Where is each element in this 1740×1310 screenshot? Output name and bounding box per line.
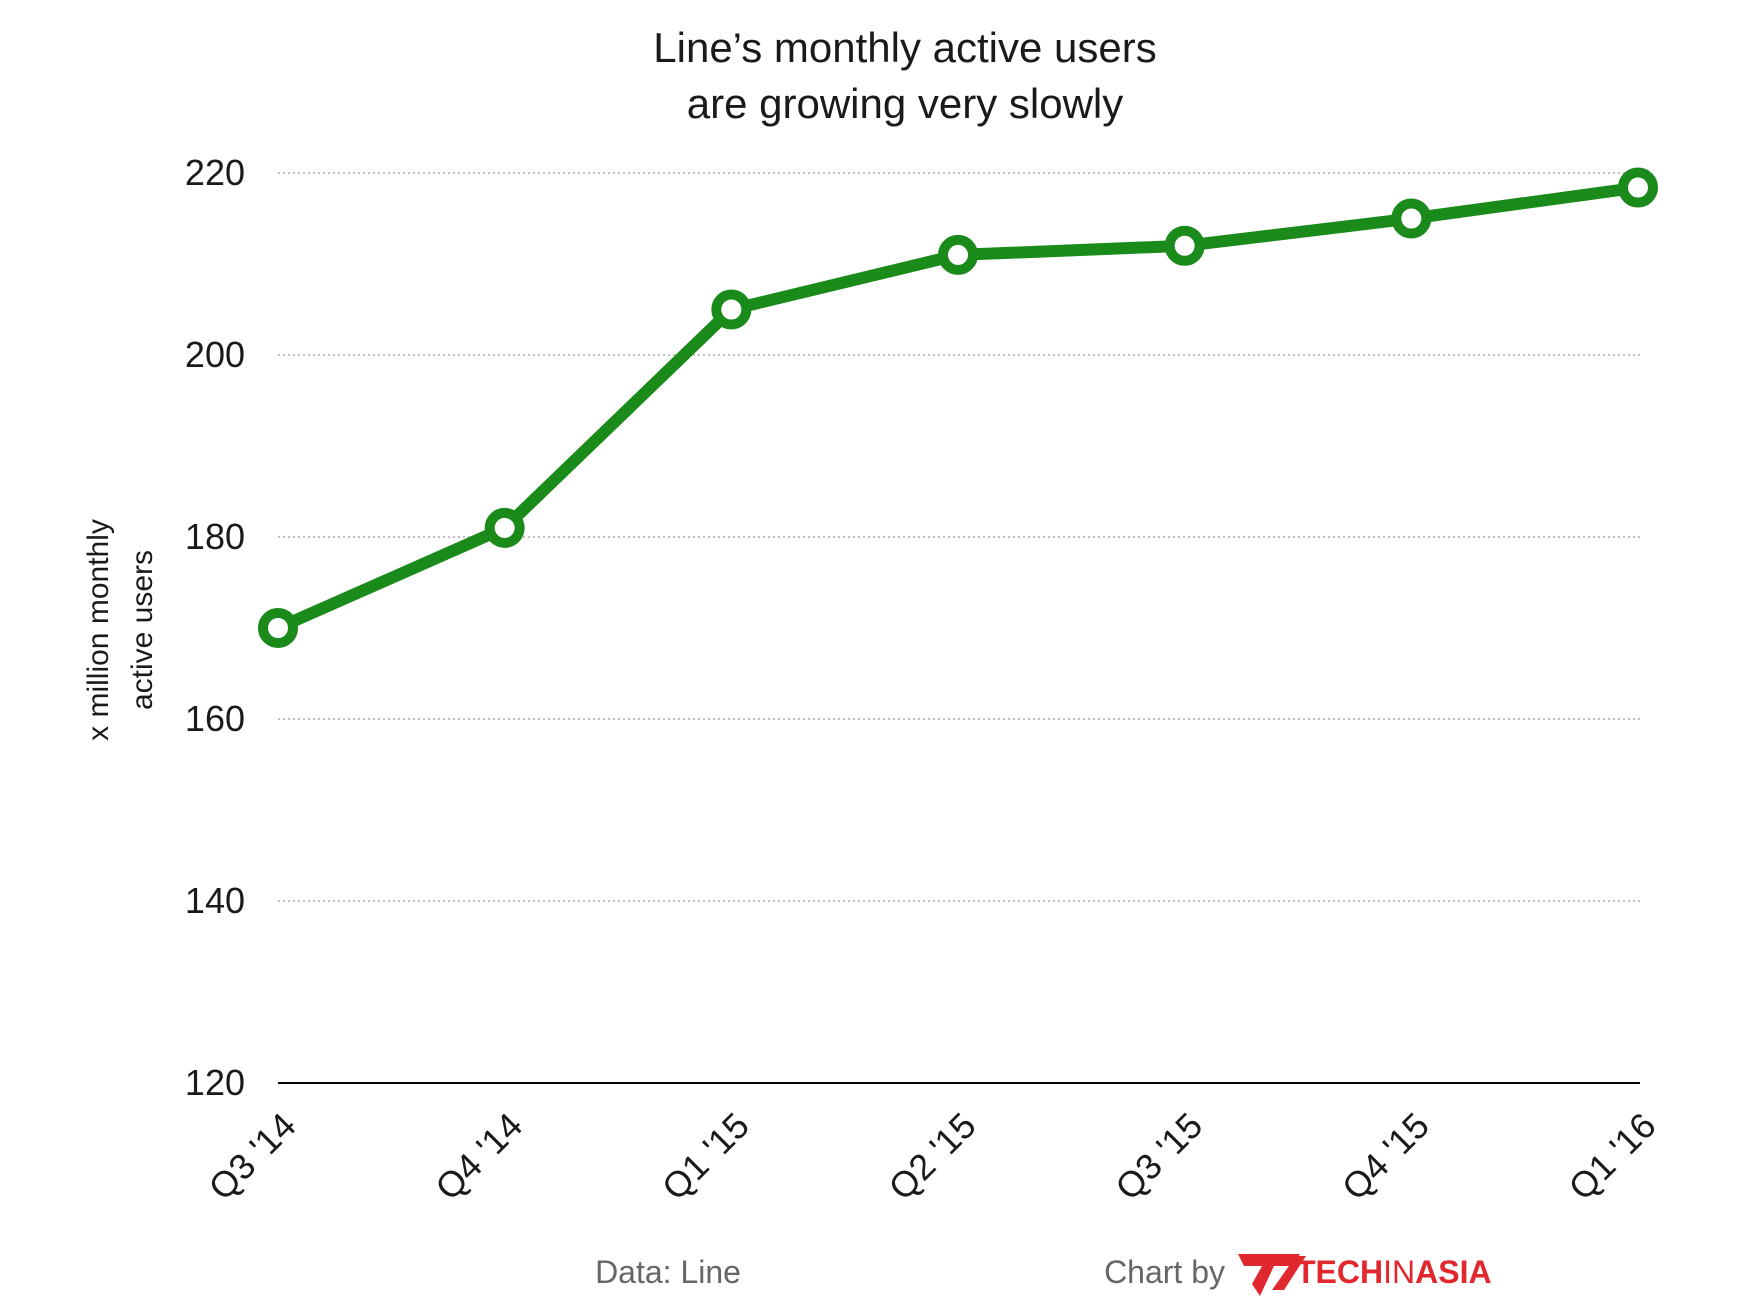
data-point bbox=[258, 608, 298, 648]
y-tick-label: 220 bbox=[185, 152, 245, 193]
data-point bbox=[1391, 198, 1432, 239]
data-point bbox=[1164, 225, 1205, 266]
y-tick-label: 140 bbox=[185, 880, 245, 921]
data-point bbox=[484, 507, 525, 548]
techinasia-logo: TECHINASIA bbox=[1238, 1254, 1492, 1296]
x-tick-label: Q3 '15 bbox=[1107, 1105, 1210, 1208]
techinasia-logo-text: TECHINASIA bbox=[1296, 1254, 1492, 1290]
y-axis-ticks: 120 140 160 180 200 220 bbox=[185, 152, 245, 1103]
y-tick-label: 200 bbox=[185, 334, 245, 375]
logo-word-tech: TECH bbox=[1296, 1254, 1383, 1290]
logo-word-asia: ASIA bbox=[1415, 1254, 1491, 1290]
y-axis-label-line-1: x million monthly bbox=[82, 519, 115, 741]
x-tick-label: Q4 '15 bbox=[1334, 1105, 1437, 1208]
x-tick-label: Q1 '16 bbox=[1560, 1105, 1663, 1208]
y-tick-label: 120 bbox=[185, 1062, 245, 1103]
techinasia-logo-icon bbox=[1238, 1254, 1306, 1296]
chart-title: Line’s monthly active users are growing … bbox=[653, 24, 1156, 127]
data-point bbox=[711, 289, 752, 330]
chart-credit: Chart by bbox=[1104, 1254, 1225, 1290]
y-tick-label: 180 bbox=[185, 516, 245, 557]
data-series bbox=[258, 167, 1658, 648]
x-tick-label: Q4 '14 bbox=[427, 1105, 530, 1208]
x-tick-label: Q1 '15 bbox=[654, 1105, 757, 1208]
data-point bbox=[1618, 167, 1658, 208]
footer: Data: Line Chart by TECHINASIA bbox=[595, 1254, 1492, 1296]
y-axis-label-line-2: active users bbox=[126, 550, 159, 710]
data-point bbox=[938, 234, 978, 275]
logo-word-in: IN bbox=[1383, 1254, 1415, 1290]
chart-title-line-1: Line’s monthly active users bbox=[653, 24, 1156, 71]
data-source: Data: Line bbox=[595, 1254, 741, 1290]
chart-title-line-2: are growing very slowly bbox=[687, 80, 1124, 127]
y-tick-label: 160 bbox=[185, 698, 245, 739]
x-tick-label: Q2 '15 bbox=[880, 1105, 983, 1208]
y-axis-label: x million monthly active users bbox=[82, 519, 159, 741]
x-tick-label: Q3 '14 bbox=[200, 1105, 303, 1208]
x-axis-ticks: Q3 '14 Q4 '14 Q1 '15 Q2 '15 Q3 '15 Q4 '15 Q1 '… bbox=[200, 1105, 1663, 1208]
